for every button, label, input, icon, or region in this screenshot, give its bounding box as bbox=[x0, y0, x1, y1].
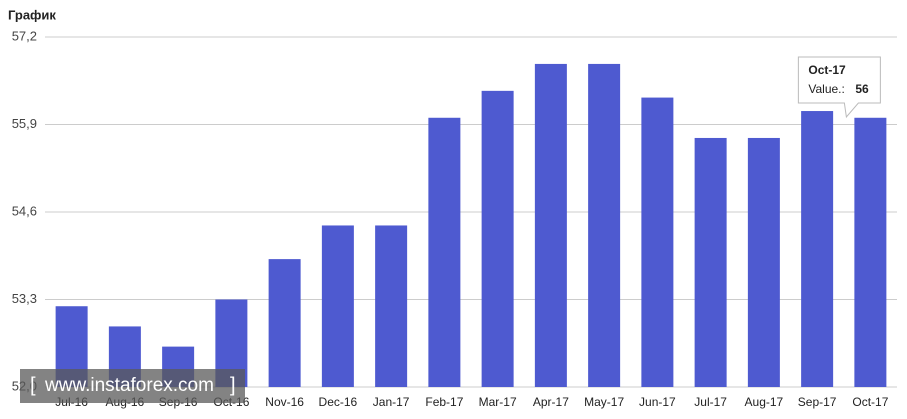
y-tick-label: 55,9 bbox=[12, 116, 37, 131]
x-tick-label: Oct-17 bbox=[852, 395, 888, 409]
x-tick-label: May-17 bbox=[584, 395, 624, 409]
watermark-bg bbox=[20, 369, 245, 403]
tooltip-title: Oct-17 bbox=[808, 63, 846, 77]
tooltip-value: 56 bbox=[855, 82, 869, 96]
chart-title: График bbox=[8, 7, 56, 22]
y-tick-label: 53,3 bbox=[12, 291, 37, 306]
bar bbox=[588, 63, 621, 388]
x-tick-label: Jul-17 bbox=[694, 395, 727, 409]
tooltip-label: Value.: bbox=[808, 82, 844, 96]
bar bbox=[641, 97, 674, 388]
x-tick-label: Sep-17 bbox=[798, 395, 837, 409]
x-tick-label: Jun-17 bbox=[639, 395, 676, 409]
x-tick-label: Feb-17 bbox=[425, 395, 463, 409]
watermark-bracket: [ bbox=[30, 374, 36, 396]
x-tick-label: Dec-16 bbox=[319, 395, 358, 409]
bar bbox=[268, 259, 301, 387]
y-tick-label: 57,2 bbox=[12, 28, 37, 43]
x-tick-label: Apr-17 bbox=[533, 395, 569, 409]
x-tick-label: Mar-17 bbox=[479, 395, 517, 409]
x-tick-label: Jan-17 bbox=[373, 395, 410, 409]
y-tick-label: 54,6 bbox=[12, 203, 37, 218]
bar bbox=[694, 137, 727, 387]
x-tick-label: Aug-17 bbox=[745, 395, 784, 409]
bar bbox=[481, 90, 514, 387]
watermark-bracket: ] bbox=[230, 374, 236, 396]
bar bbox=[428, 117, 461, 388]
bar bbox=[801, 111, 834, 388]
watermark: [] www.instaforex.com bbox=[20, 369, 245, 403]
bar bbox=[854, 117, 887, 388]
tooltip-box bbox=[797, 56, 881, 119]
bar bbox=[534, 63, 567, 388]
bar bbox=[747, 137, 780, 387]
bar bbox=[321, 225, 354, 387]
bar bbox=[375, 225, 408, 387]
watermark-text: www.instaforex.com bbox=[44, 375, 214, 396]
x-tick-label: Nov-16 bbox=[265, 395, 304, 409]
